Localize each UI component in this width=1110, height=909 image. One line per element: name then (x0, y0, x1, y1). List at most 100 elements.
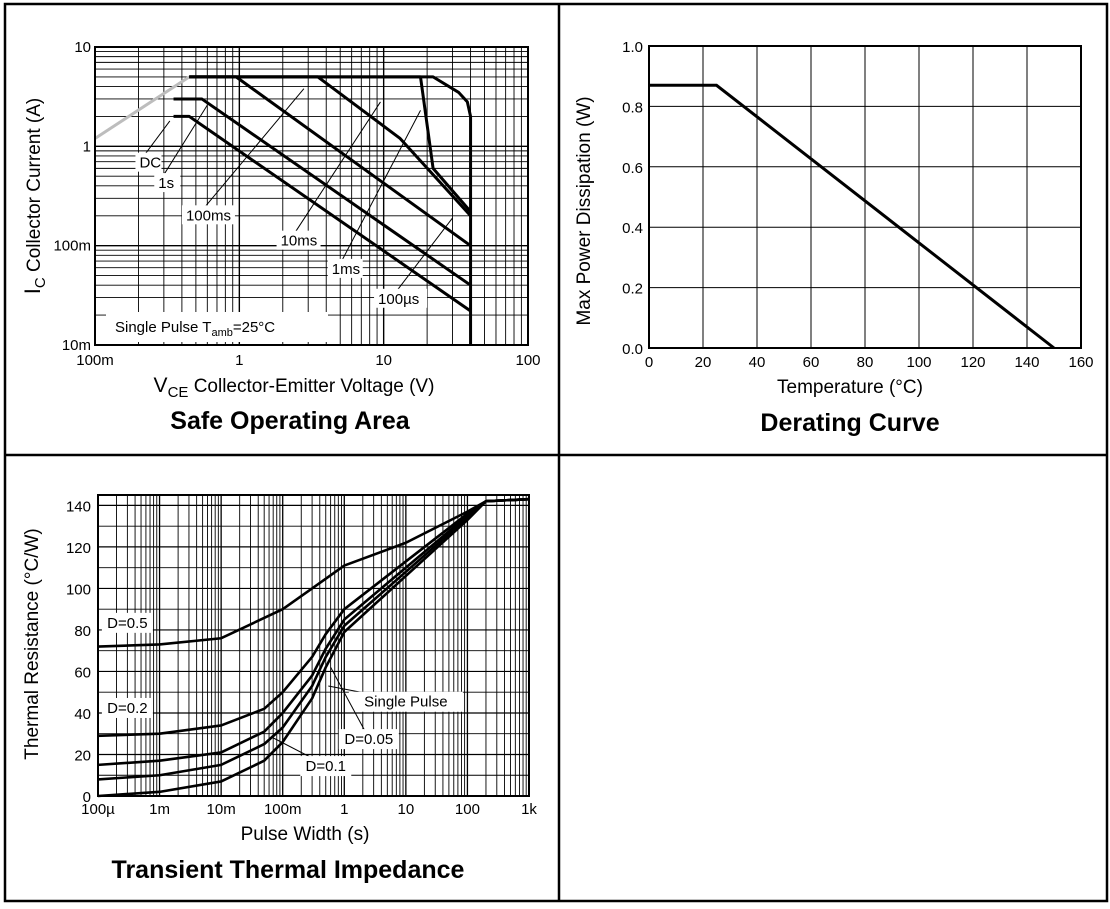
thermal-chart: 100µ 1m 10m 100m 1 10 100 1k020406080100120140 … (22, 494, 537, 884)
soa-x-tick-label: 100m (76, 352, 114, 369)
soa-title: Safe Operating Area (170, 407, 411, 435)
thermal-x-axis-label: Pulse Width (s) (241, 824, 370, 845)
thermal-y-tick-label: 80 (74, 623, 91, 640)
soa-annotation-label: 100µs (378, 291, 419, 308)
thermal-x-tick-label: 100 (455, 801, 480, 818)
derating-x-axis-label: Temperature (°C) (777, 377, 923, 398)
thermal-y-tick-label: 120 (66, 540, 91, 557)
thermal-annotation-label: Single Pulse (364, 694, 447, 711)
thermal-annotation-bg (348, 691, 463, 712)
derating-x-tick-label: 0 (645, 354, 653, 371)
outer-frame (3, 2, 1109, 903)
derating-curve (649, 83, 1055, 350)
thermal-annotation-label: D=0.2 (107, 700, 147, 717)
thermal-curve-d02 (97, 497, 530, 738)
soa-series (94, 75, 473, 345)
soa-plot-border (94, 46, 529, 346)
thermal-annotation-label: D=0.1 (306, 758, 346, 775)
derating-y-tick-label: 0.6 (622, 160, 643, 177)
thermal-y-tick-label: 40 (74, 706, 91, 723)
derating-y-tick-label: 1.0 (622, 39, 643, 56)
thermal-annotations: D=0.5 D=0.2 Single Pulse D=0.05 D=0.1 (101, 612, 463, 777)
derating-y-tick-label: 0.8 (622, 99, 643, 116)
thermal-y-tick-label: 140 (66, 498, 91, 515)
thermal-grid (97, 495, 529, 797)
soa-annotation-leader (295, 101, 381, 232)
thermal-x-tick-label: 100m (264, 801, 302, 818)
thermal-annotation-bg (300, 756, 352, 777)
derating-plot-border (648, 45, 1082, 349)
soa-curve-1s (173, 97, 472, 287)
derating-tick-labels: 0 20 40 60 80 100 120 140 160 0.0 0.2 0.4 0.6 0.8 1.0 (622, 39, 1093, 371)
soa-annotation-label: 1ms (332, 261, 360, 278)
thermal-x-tick-label: 1m (149, 801, 170, 818)
thermal-plot-border (97, 494, 530, 797)
derating-x-tick-label: 100 (906, 354, 931, 371)
thermal-x-tick-label: 1k (521, 801, 537, 818)
soa-annotation-bg (327, 258, 363, 278)
soa-y-tick-label: 1 (83, 138, 91, 155)
soa-annotation-label: DC (139, 155, 161, 172)
derating-x-tick-label: 160 (1068, 354, 1093, 371)
thermal-curve-singlepulse (97, 497, 530, 798)
thermal-x-tick-label: 1 (340, 801, 348, 818)
thermal-series (97, 497, 530, 798)
soa-y-tick-label: 10m (62, 337, 91, 354)
derating-chart: 0 20 40 60 80 100 120 140 1600.00.20.40.60.81.0 … (574, 39, 1094, 437)
derating-x-tick-label: 20 (695, 354, 712, 371)
soa-note: Single Pulse Tamb=25°C (115, 319, 275, 339)
derating-x-tick-label: 60 (803, 354, 820, 371)
soa-x-tick-label: 100 (515, 352, 540, 369)
derating-x-tick-label: 120 (960, 354, 985, 371)
thermal-x-tick-label: 10m (207, 801, 236, 818)
thermal-y-tick-label: 20 (74, 747, 91, 764)
soa-y-tick-label: 10 (74, 39, 91, 56)
thermal-x-tick-label: 10 (398, 801, 415, 818)
soa-annotation-label: 10ms (281, 233, 318, 250)
soa-annotation-leader (341, 110, 421, 261)
soa-annotation-leader (205, 88, 305, 207)
derating-x-tick-label: 40 (749, 354, 766, 371)
soa-annotation-label: 1s (158, 175, 174, 192)
derating-series (649, 83, 1055, 350)
soa-y-tick-label: 100m (53, 238, 91, 255)
thermal-annotation-bg (101, 612, 153, 633)
thermal-y-tick-label: 0 (83, 789, 91, 806)
thermal-annotation-label: D=0.05 (344, 731, 393, 748)
thermal-annotation-bg (338, 729, 399, 750)
thermal-title: Transient Thermal Impedance (112, 856, 465, 884)
thermal-x-tick-label: 100µ (81, 801, 115, 818)
soa-annotation-bg (154, 173, 181, 193)
thermal-tick-labels: 100µ 1m 10m 100m 1 10 100 1k 0 20 40 60 80 100 120 140 (66, 498, 537, 818)
soa-annotation-leader (145, 120, 171, 154)
soa-annotation-bg (374, 288, 428, 308)
soa-curve-100s (189, 75, 473, 345)
soa-note-bg (106, 312, 328, 342)
thermal-y-axis-label: Thermal Resistance (°C/W) (22, 528, 43, 759)
soa-x-axis-label: VCE Collector-Emitter Voltage (V) (154, 374, 435, 401)
thermal-y-tick-label: 100 (66, 581, 91, 598)
derating-y-tick-label: 0.0 (622, 341, 643, 358)
derating-y-axis-label: Max Power Dissipation (W) (574, 96, 595, 325)
derating-x-tick-label: 80 (857, 354, 874, 371)
thermal-annotation-label: D=0.5 (107, 615, 147, 632)
soa-y-axis-label: IC Collector Current (A) (20, 98, 49, 294)
derating-y-tick-label: 0.4 (622, 220, 643, 237)
thermal-y-tick-label: 60 (74, 664, 91, 681)
soa-curve-dc (173, 114, 472, 313)
soa-grid (94, 47, 528, 346)
soa-annotations: DC 1s 100ms 10ms 1ms 100µs (106, 88, 453, 342)
soa-annotation-bg (276, 230, 321, 250)
derating-grid (648, 45, 1082, 349)
thermal-annotation-leader (330, 667, 370, 739)
derating-y-tick-label: 0.2 (622, 281, 643, 298)
soa-annotation-bg (135, 152, 162, 172)
derating-x-tick-label: 140 (1014, 354, 1039, 371)
soa-annotation-leader (397, 217, 453, 291)
thermal-annotation-bg (101, 697, 153, 718)
soa-annotation-bg (181, 205, 235, 225)
